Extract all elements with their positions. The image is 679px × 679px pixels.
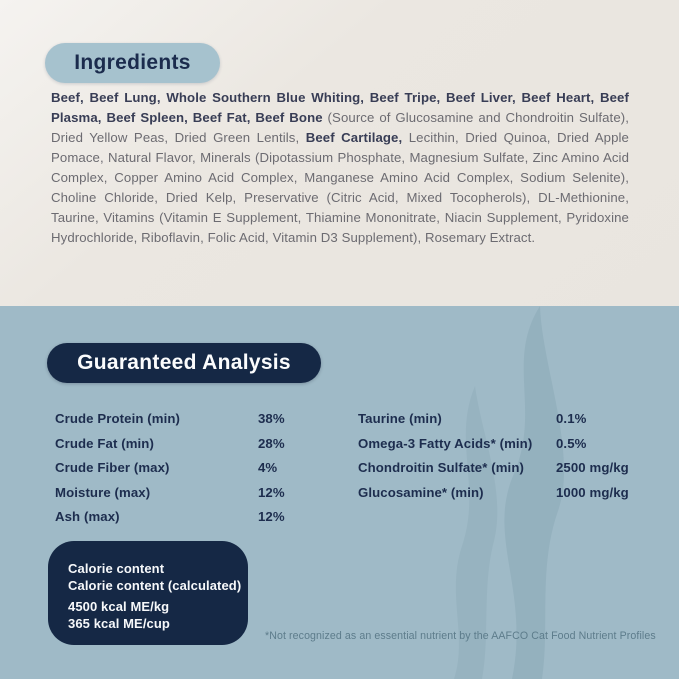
ingredients-section: Ingredients Beef, Beef Lung, Whole South… [0,0,679,306]
ingredients-regular-2: Lecithin, Dried Quinoa, Dried Apple Poma… [51,130,629,245]
analysis-row-chondroitin: Chondroitin Sulfate* (min) 2500 mg/kg [358,460,629,475]
calorie-content-calculated-label: Calorie content (calculated) [68,577,242,593]
ingredients-paragraph: Beef, Beef Lung, Whole Southern Blue Whi… [51,88,629,248]
ingredients-bold-meats: Beef, Beef Lung, Whole Southern Blue Whi… [51,90,629,125]
analysis-row-moisture: Moisture (max) 12% [55,484,285,500]
guaranteed-analysis-title-pill: Guaranteed Analysis [47,343,321,383]
calorie-kcal-per-kg: 4500 kcal ME/kg [68,599,170,614]
analysis-row-omega3: Omega-3 Fatty Acids* (min) 0.5% [358,435,587,451]
analysis-table-left: Crude Protein (min) 38% Crude Fat (min) … [55,407,345,530]
ingredients-title-pill: Ingredients [45,43,220,83]
calorie-content-box: Calorie content Calorie content (calcula… [48,541,248,645]
analysis-row-ash: Ash (max) 12% [55,509,285,524]
analysis-row-crude-fat: Crude Fat (min) 28% [55,435,285,451]
analysis-row-crude-protein: Crude Protein (min) 38% [55,411,285,426]
analysis-row-glucosamine: Glucosamine* (min) 1000 mg/kg [358,484,629,500]
ingredients-regular-1: (Source of Glucosamine and Chondroitin S… [51,110,630,145]
analysis-table-right: Taurine (min) 0.1% Omega-3 Fatty Acids* … [358,407,658,505]
guaranteed-analysis-title: Guaranteed Analysis [77,351,291,374]
analysis-row-crude-fiber: Crude Fiber (max) 4% [55,460,278,475]
analysis-row-taurine: Taurine (min) 0.1% [358,411,587,426]
ingredients-title: Ingredients [74,51,191,74]
guaranteed-analysis-section: Guaranteed Analysis Crude Protein (min) … [0,306,679,679]
ingredients-bold-cartilage: Beef Cartilage, [305,130,403,145]
calorie-content-label: Calorie content [68,561,165,576]
calorie-kcal-per-cup: 365 kcal ME/cup [68,615,170,631]
aafco-footnote: *Not recognized as an essential nutrient… [265,630,656,642]
